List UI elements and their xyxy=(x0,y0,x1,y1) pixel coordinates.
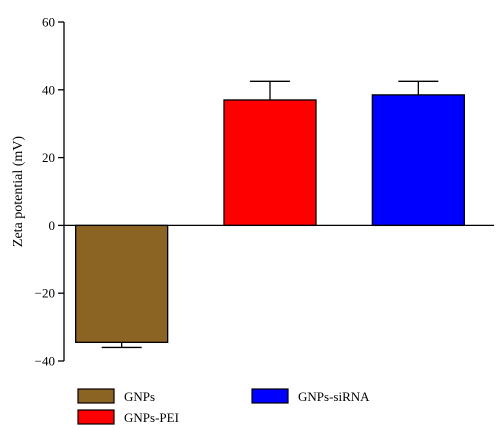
y-tick-label: 0 xyxy=(49,218,56,233)
legend: GNPs GNPs-PEI GNPs-siRNA xyxy=(77,388,370,425)
y-tick-label: −20 xyxy=(35,286,55,301)
bar-gnps-pei xyxy=(223,99,317,227)
y-tick-label: 20 xyxy=(42,150,55,165)
legend-label: GNPs-siRNA xyxy=(298,389,370,404)
legend-label: GNPs xyxy=(124,389,155,404)
y-tick-label: −40 xyxy=(35,354,55,369)
legend-swatch-gnps-sirna xyxy=(251,388,289,404)
legend-swatch-gnps xyxy=(77,388,115,404)
y-axis: −40 −20 0 20 40 60 xyxy=(35,15,65,369)
plot-area xyxy=(64,80,494,349)
y-tick-label: 60 xyxy=(42,15,55,30)
y-axis-title: Zeta potential (mV) xyxy=(11,136,26,248)
bar-gnps xyxy=(75,224,169,344)
y-tick-label: 40 xyxy=(42,82,55,97)
legend-label: GNPs-PEI xyxy=(124,410,179,425)
legend-swatch-gnps-pei xyxy=(77,409,115,425)
bar-gnps-sirna xyxy=(371,94,465,227)
